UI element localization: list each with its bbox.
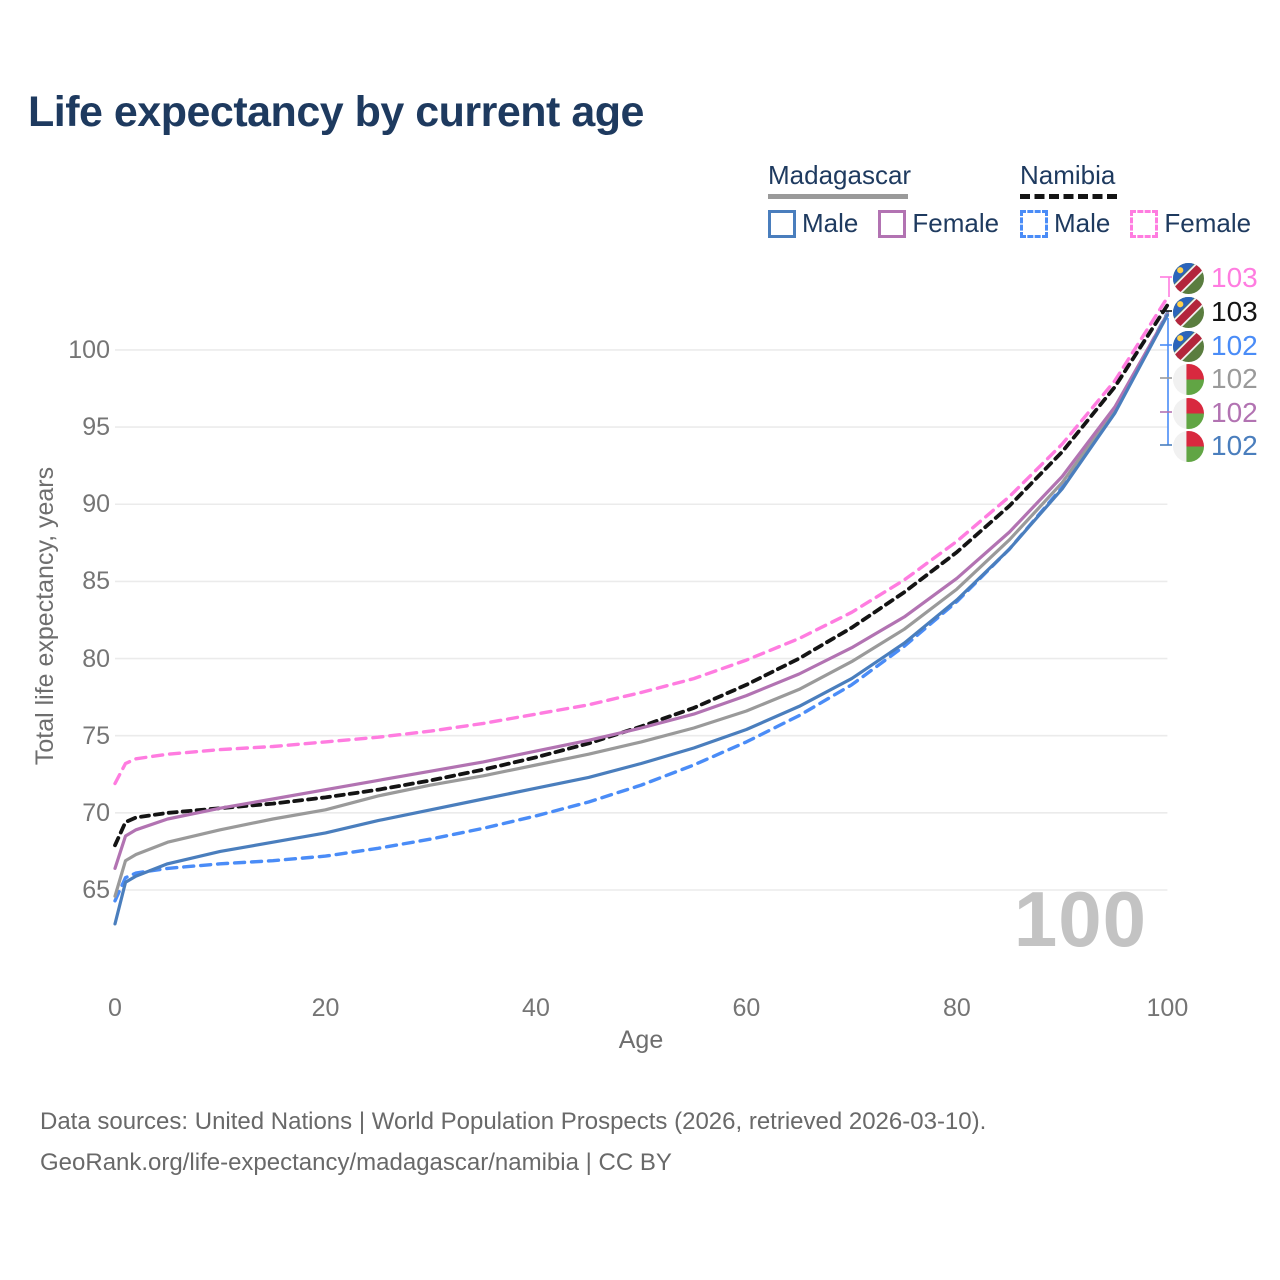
end-label-madagascar-4: 102 xyxy=(1173,397,1258,429)
y-tick-85: 85 xyxy=(82,567,110,596)
namibia-flag-icon xyxy=(1173,262,1204,294)
end-label-namibia-1: 103 xyxy=(1173,296,1258,328)
x-tick-0: 0 xyxy=(108,994,122,1022)
series-line-madagascar-female[interactable] xyxy=(113,312,1169,870)
madagascar-flag-icon xyxy=(1173,363,1204,395)
madagascar-line-swatch xyxy=(768,194,908,199)
y-tick-80: 80 xyxy=(82,644,110,673)
end-value: 102 xyxy=(1211,397,1258,428)
madagascar-flag-icon xyxy=(1173,397,1204,429)
end-label-namibia-0: 103 xyxy=(1173,262,1258,294)
end-label-leader-lines xyxy=(1160,276,1172,446)
legend-item-namibia-female[interactable]: Female xyxy=(1130,208,1251,239)
series-line-namibia-total[interactable] xyxy=(113,303,1170,848)
series-line-madagascar-male[interactable] xyxy=(113,313,1169,926)
y-tick-75: 75 xyxy=(82,721,110,750)
end-label-namibia-2: 102 xyxy=(1173,330,1258,362)
x-tick-40: 40 xyxy=(522,994,550,1022)
gridlines xyxy=(115,349,1168,891)
namibia-line-swatch xyxy=(1020,194,1117,199)
madagascar-flag-icon xyxy=(1173,430,1204,462)
x-tick-20: 20 xyxy=(311,994,340,1022)
end-value: 102 xyxy=(1211,330,1258,361)
x-axis-title: Age xyxy=(618,1026,664,1054)
footer-data-sources: Data sources: United Nations | World Pop… xyxy=(40,1108,987,1135)
namibia-female-swatch-icon xyxy=(1130,209,1159,238)
x-tick-80: 80 xyxy=(943,994,971,1022)
end-label-madagascar-5: 102 xyxy=(1173,430,1258,462)
series-line-madagascar-total[interactable] xyxy=(113,312,1169,898)
page-title: Life expectancy by current age xyxy=(28,88,644,136)
legend-group-namibia: Namibia Male Female xyxy=(1020,160,1271,239)
legend-header-namibia[interactable]: Namibia xyxy=(1020,160,1116,190)
legend-item-namibia-male[interactable]: Male xyxy=(1020,208,1110,239)
y-tick-95: 95 xyxy=(82,413,110,442)
end-value: 103 xyxy=(1211,296,1258,327)
end-value: 102 xyxy=(1211,363,1258,394)
series-lines xyxy=(113,295,1170,926)
madagascar-female-swatch-icon xyxy=(878,209,907,238)
series-line-namibia-female[interactable] xyxy=(113,295,1170,786)
footer-attribution: GeoRank.org/life-expectancy/madagascar/n… xyxy=(40,1149,672,1176)
legend-item-madagascar-male[interactable]: Male xyxy=(768,208,858,239)
y-tick-70: 70 xyxy=(82,798,110,827)
namibia-flag-icon xyxy=(1173,330,1204,362)
namibia-male-swatch-icon xyxy=(1020,209,1048,238)
x-tick-100: 100 xyxy=(1146,994,1189,1022)
legend-group-madagascar: Madagascar Male Female xyxy=(768,160,1019,239)
x-tick-60: 60 xyxy=(732,994,761,1022)
y-tick-90: 90 xyxy=(82,490,110,519)
end-label-madagascar-3: 102 xyxy=(1173,363,1258,395)
end-value: 103 xyxy=(1211,262,1258,293)
y-tick-65: 65 xyxy=(82,876,110,904)
legend-item-madagascar-female[interactable]: Female xyxy=(878,208,999,239)
end-value: 102 xyxy=(1211,430,1258,461)
legend-header-madagascar[interactable]: Madagascar xyxy=(768,160,912,190)
current-age-watermark: 100 xyxy=(1013,875,1147,963)
madagascar-male-swatch-icon xyxy=(768,209,796,238)
y-axis-title: Total life expectancy, years xyxy=(31,466,59,766)
y-tick-100: 100 xyxy=(68,335,110,364)
namibia-flag-icon xyxy=(1173,296,1204,328)
